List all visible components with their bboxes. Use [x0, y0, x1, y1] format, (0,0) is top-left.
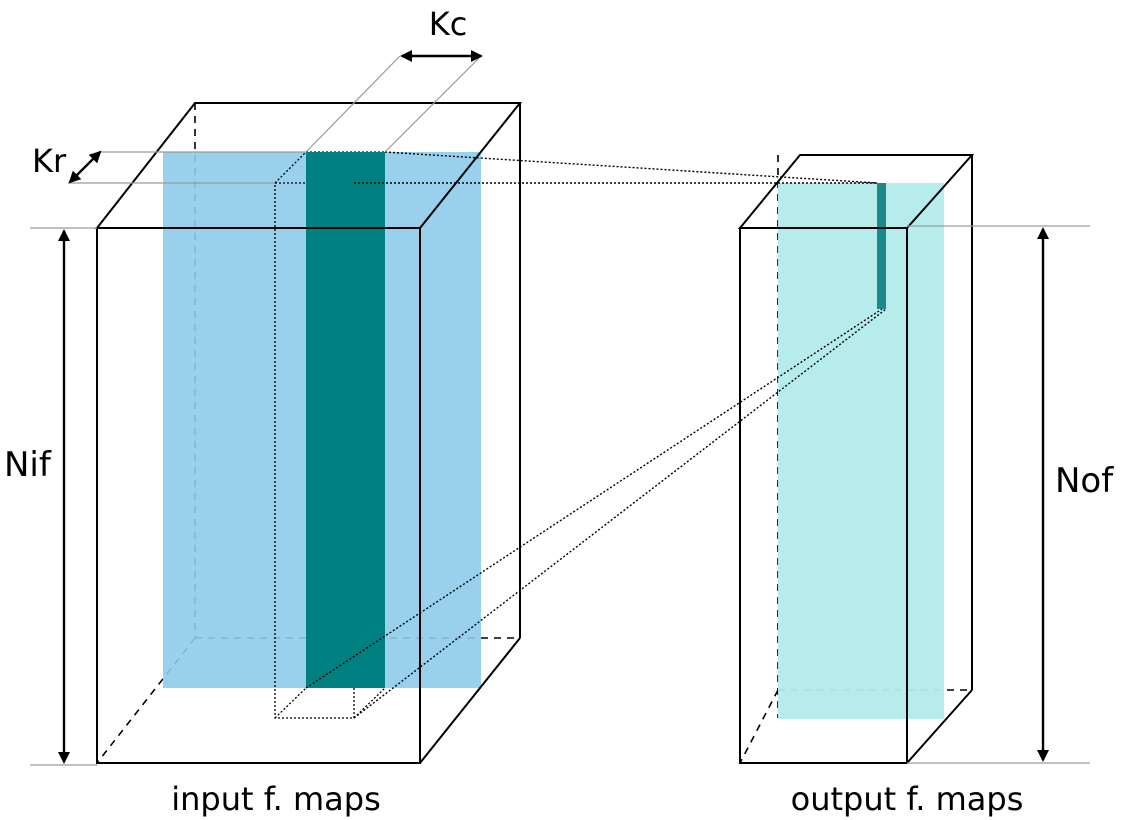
output-column	[877, 183, 886, 309]
output-feature-plane	[778, 183, 944, 719]
input-maps-caption: input f. maps	[171, 780, 381, 818]
guide-lines	[30, 55, 1090, 766]
output-maps-caption: output f. maps	[791, 780, 1024, 818]
nif-label: Nif	[4, 445, 52, 485]
kr-dimension-arrow	[68, 150, 102, 184]
output-feature-maps-box	[737, 154, 975, 764]
kc-label: Kc	[429, 5, 468, 43]
kernel-column	[306, 152, 385, 688]
input-feature-maps-box	[94, 102, 523, 764]
kr-label: Kr	[32, 142, 67, 180]
nof-label: Nof	[1055, 461, 1114, 501]
projection-lines	[305, 151, 887, 719]
